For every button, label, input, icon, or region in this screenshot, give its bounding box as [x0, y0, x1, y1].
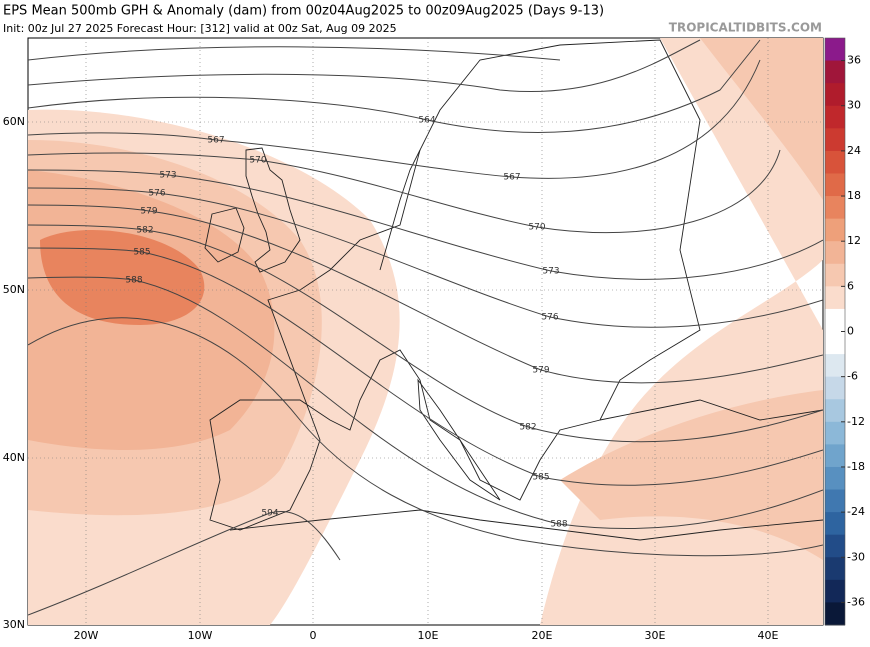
contour-label: 582: [136, 226, 153, 236]
colorbar-swatch: [825, 354, 845, 378]
colorbar-swatch: [825, 38, 845, 62]
contour-label: 585: [133, 248, 150, 258]
colorbar-tick-label: 36: [847, 54, 861, 67]
title: EPS Mean 500mb GPH & Anomaly (dam) from …: [3, 4, 604, 19]
colorbar-swatch: [825, 579, 845, 603]
colorbar-tick-label: -36: [847, 595, 865, 608]
graticule: [28, 38, 823, 625]
colorbar-swatch: [825, 241, 845, 265]
colorbar-swatch: [825, 376, 845, 400]
contour-label: 585: [532, 473, 549, 483]
colorbar-tick-label: 24: [847, 144, 861, 157]
lon-labels: 20W 10W 0 10E 20E 30E 40E: [74, 629, 779, 642]
colorbar-swatch: [825, 173, 845, 197]
colorbar-swatch: [825, 196, 845, 220]
subtitle: Init: 00z Jul 27 2025 Forecast Hour: [31…: [3, 22, 397, 35]
contour-label: 594: [261, 509, 278, 519]
contour-label: 576: [148, 189, 165, 199]
colorbar-tick-label: -30: [847, 550, 865, 563]
colorbar-swatch: [825, 421, 845, 445]
contour-label: 588: [550, 520, 567, 530]
colorbar-swatch: [825, 105, 845, 129]
colorbar-swatch: [825, 534, 845, 558]
colorbar-swatch: [825, 444, 845, 468]
colorbar-swatch: [825, 489, 845, 513]
colorbar-swatch: [825, 83, 845, 107]
brand: TROPICALTIDBITS.COM: [669, 21, 822, 35]
colorbar-swatch: [825, 399, 845, 423]
colorbar-tick-label: 30: [847, 99, 861, 112]
colorbar-tick-label: -12: [847, 415, 865, 428]
map: 564 567 567 570 570 573 573 576 576 579 …: [3, 37, 824, 642]
lon-label: 30E: [645, 629, 666, 642]
colorbar-swatch: [825, 512, 845, 536]
colorbar-tick-label: 12: [847, 234, 861, 247]
contour-label: 573: [542, 267, 559, 277]
contour-label: 573: [159, 171, 176, 181]
contour-label: 570: [249, 156, 266, 166]
colorbar-swatch: [825, 128, 845, 152]
colorbar-swatch: [825, 466, 845, 491]
colorbar-swatch: [825, 557, 845, 581]
contour-label: 567: [207, 136, 224, 146]
lon-label: 20W: [74, 629, 99, 642]
contour-label: 564: [418, 116, 435, 126]
colorbar-tick-label: -18: [847, 460, 865, 473]
colorbar-swatch: [825, 150, 845, 174]
contour-labels: 564 567 567 570 570 573 573 576 576 579 …: [125, 116, 567, 530]
lon-label: 40E: [758, 629, 779, 642]
height-contours: [28, 39, 823, 616]
colorbar-swatch: [825, 218, 845, 242]
lat-labels: 60N 50N 40N 30N: [3, 115, 25, 631]
contour-label: 570: [528, 223, 545, 233]
colorbar-tick-label: 0: [847, 325, 854, 338]
colorbar-swatch: [825, 602, 845, 626]
colorbar-swatch: [825, 308, 845, 332]
lat-label: 50N: [3, 283, 25, 296]
contour-label: 582: [519, 423, 536, 433]
colorbar-swatch: [825, 263, 845, 287]
colorbar-swatch: [825, 60, 845, 84]
contour-label: 579: [532, 366, 549, 376]
lat-label: 40N: [3, 451, 25, 464]
contour-label: 576: [541, 313, 558, 323]
lat-label: 30N: [3, 618, 25, 631]
lat-label: 60N: [3, 115, 25, 128]
lon-label: 20E: [532, 629, 553, 642]
colorbar-swatch: [825, 286, 845, 310]
colorbar-swatch: [825, 331, 845, 355]
lon-label: 10E: [418, 629, 439, 642]
colorbar-tick-label: 18: [847, 189, 861, 202]
colorbar: 36 30 24 18 12 6 0 -6 -12 -18 -24 -30 -36: [824, 37, 865, 626]
anomaly-shading: [28, 38, 823, 625]
lon-label: 10W: [188, 629, 213, 642]
colorbar-tick-label: -24: [847, 505, 865, 518]
contour-label: 588: [125, 276, 142, 286]
coastlines: [204, 39, 823, 541]
contour-label: 567: [503, 173, 520, 183]
colorbar-tick-label: -6: [847, 370, 858, 383]
contour-label: 579: [140, 207, 157, 217]
lon-label: 0: [310, 629, 317, 642]
colorbar-tick-label: 6: [847, 279, 854, 292]
